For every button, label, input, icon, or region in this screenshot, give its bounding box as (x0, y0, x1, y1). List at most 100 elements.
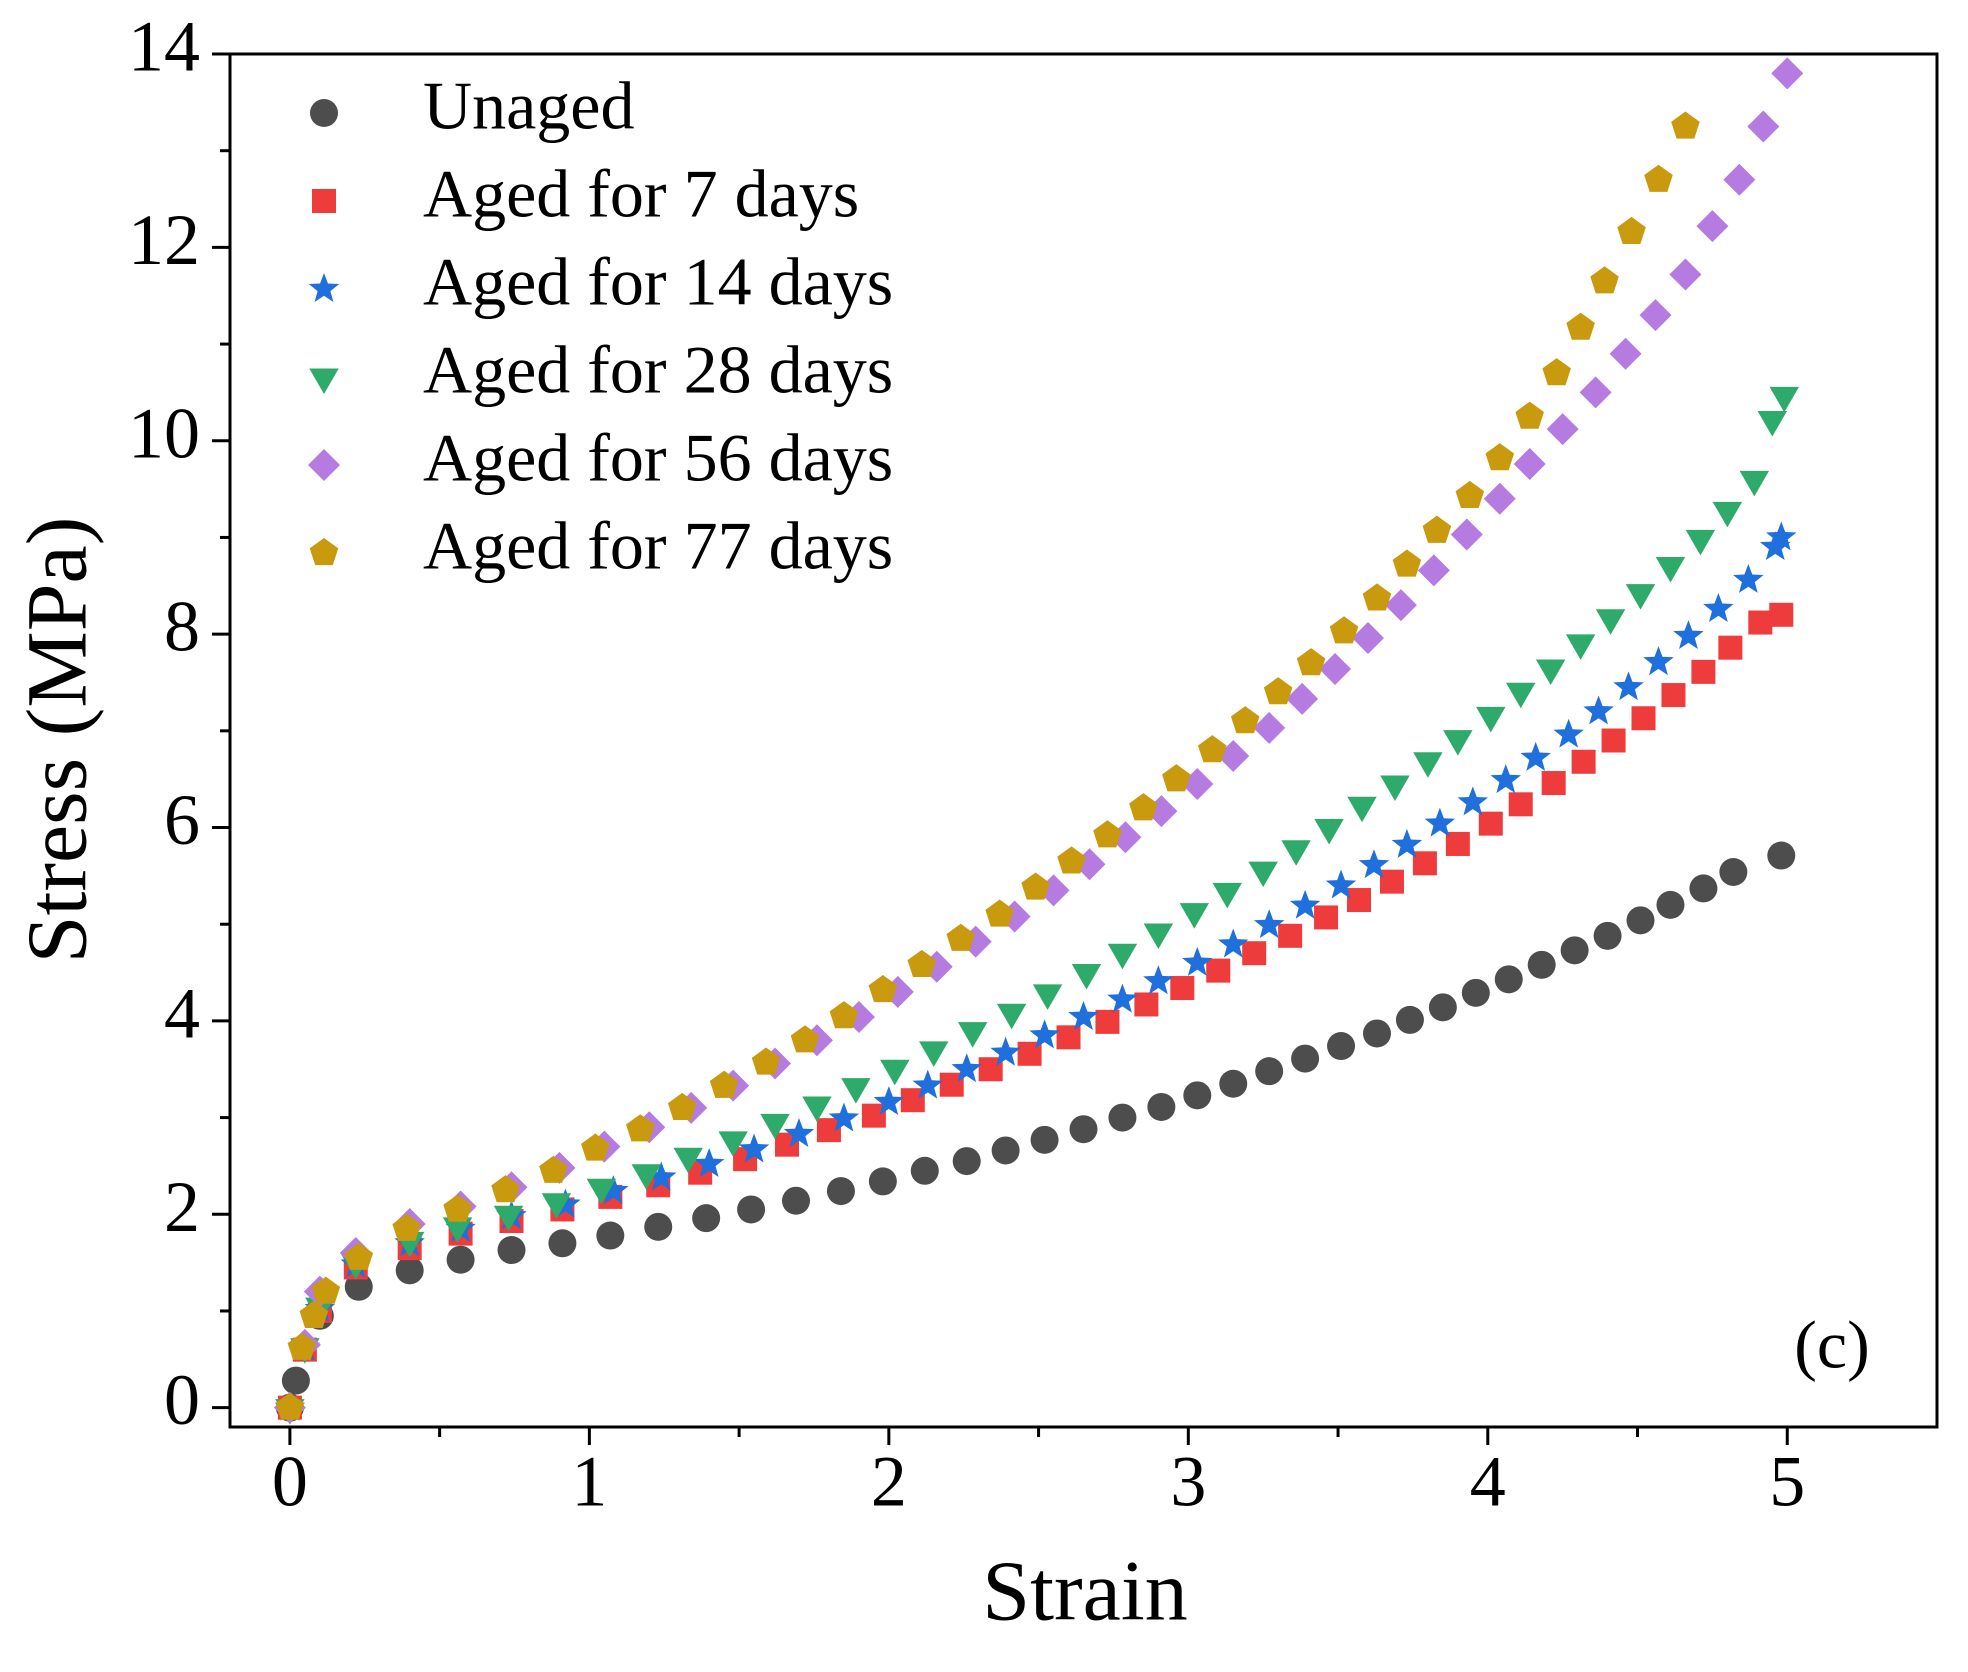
y-tick-label: 14 (128, 7, 200, 87)
data-point (1281, 840, 1311, 866)
legend-label: Aged for 7 days (423, 156, 859, 232)
data-point (395, 1256, 424, 1285)
data-point (718, 1131, 748, 1157)
data-point (311, 1276, 341, 1304)
data-point (1296, 648, 1326, 676)
data-point (1428, 993, 1457, 1022)
data-point (1095, 1009, 1120, 1034)
legend-marker (309, 538, 339, 566)
data-point (907, 949, 937, 977)
data-point (1319, 652, 1352, 685)
data-point (1230, 706, 1260, 734)
data-point (1455, 480, 1485, 509)
data-point (1520, 741, 1551, 771)
data-point (1613, 671, 1644, 701)
y-axis-label: Stress (MPa) (9, 517, 105, 964)
data-point (1327, 1032, 1356, 1061)
data-point (1542, 358, 1571, 386)
data-point (1212, 882, 1242, 909)
plot-frame (228, 52, 1939, 1429)
data-point (1767, 841, 1796, 870)
data-point (1395, 1005, 1424, 1034)
data-point (1457, 786, 1489, 816)
data-point (1566, 312, 1595, 340)
y-tick-label: 4 (164, 973, 200, 1053)
data-point (1412, 851, 1437, 876)
y-tick-label: 10 (128, 393, 200, 473)
data-point (1219, 1069, 1248, 1098)
data-point (1685, 529, 1716, 556)
data-point (1601, 728, 1626, 753)
data-point (1289, 889, 1321, 919)
data-point (693, 1148, 725, 1177)
data-point (910, 1156, 939, 1185)
data-point (1490, 764, 1521, 794)
legend-label: Unaged (423, 68, 634, 144)
data-point (1379, 869, 1404, 894)
data-point (1129, 793, 1158, 821)
data-point (783, 1118, 815, 1147)
data-point (737, 1195, 766, 1224)
data-point (1494, 965, 1523, 994)
data-point (1286, 682, 1319, 715)
data-point (1515, 401, 1544, 429)
data-point (1476, 706, 1506, 733)
x-tick-label: 3 (1170, 1442, 1206, 1522)
data-point (1461, 978, 1490, 1007)
data-point (1625, 584, 1656, 610)
data-point (841, 1078, 871, 1104)
data-point (1443, 730, 1473, 756)
data-point (1255, 1057, 1284, 1086)
data-point (1352, 622, 1384, 655)
data-point (1422, 515, 1452, 543)
data-point (1206, 958, 1231, 983)
data-point (1748, 610, 1773, 635)
data-point (1553, 718, 1584, 748)
data-point (912, 1069, 943, 1099)
data-point (443, 1194, 472, 1222)
data-point (1380, 775, 1410, 802)
data-point (1263, 677, 1293, 705)
data-point (1643, 646, 1674, 676)
legend-label: Aged for 77 days (423, 508, 893, 584)
data-point (1392, 549, 1422, 577)
data-point (1590, 266, 1619, 294)
data-point (1478, 811, 1503, 836)
x-tick-label: 4 (1470, 1442, 1506, 1522)
data-point (392, 1213, 421, 1241)
data-point (1718, 635, 1743, 660)
legend-label: Aged for 28 days (423, 332, 893, 408)
data-point (1183, 1081, 1212, 1110)
data-point (1291, 1044, 1320, 1073)
data-point (1747, 110, 1780, 143)
data-point (1424, 807, 1456, 837)
data-point (344, 1272, 373, 1301)
data-point (1071, 964, 1102, 990)
data-point (1733, 563, 1764, 593)
data-point (826, 1177, 855, 1206)
data-point (751, 1047, 781, 1075)
data-point (539, 1155, 568, 1183)
data-point (1541, 771, 1566, 796)
data-point (673, 1147, 703, 1174)
x-axis-label: Strain (982, 1543, 1187, 1639)
data-point (1325, 869, 1357, 899)
data-point (1656, 890, 1685, 919)
data-point (1248, 861, 1278, 888)
y-tick-label: 8 (164, 587, 200, 667)
data-point (626, 1114, 655, 1142)
data-point (581, 1133, 610, 1161)
data-point (1739, 470, 1770, 497)
data-point (1757, 410, 1788, 437)
data-point (829, 1001, 859, 1029)
data-point (1719, 857, 1748, 886)
y-tick-label: 0 (164, 1360, 200, 1440)
data-point (919, 1041, 949, 1067)
data-point (782, 1186, 811, 1215)
data-point (1626, 906, 1655, 935)
data-point (1527, 950, 1556, 979)
data-point (1347, 888, 1372, 913)
data-point (1143, 965, 1174, 995)
data-point (586, 1178, 617, 1205)
